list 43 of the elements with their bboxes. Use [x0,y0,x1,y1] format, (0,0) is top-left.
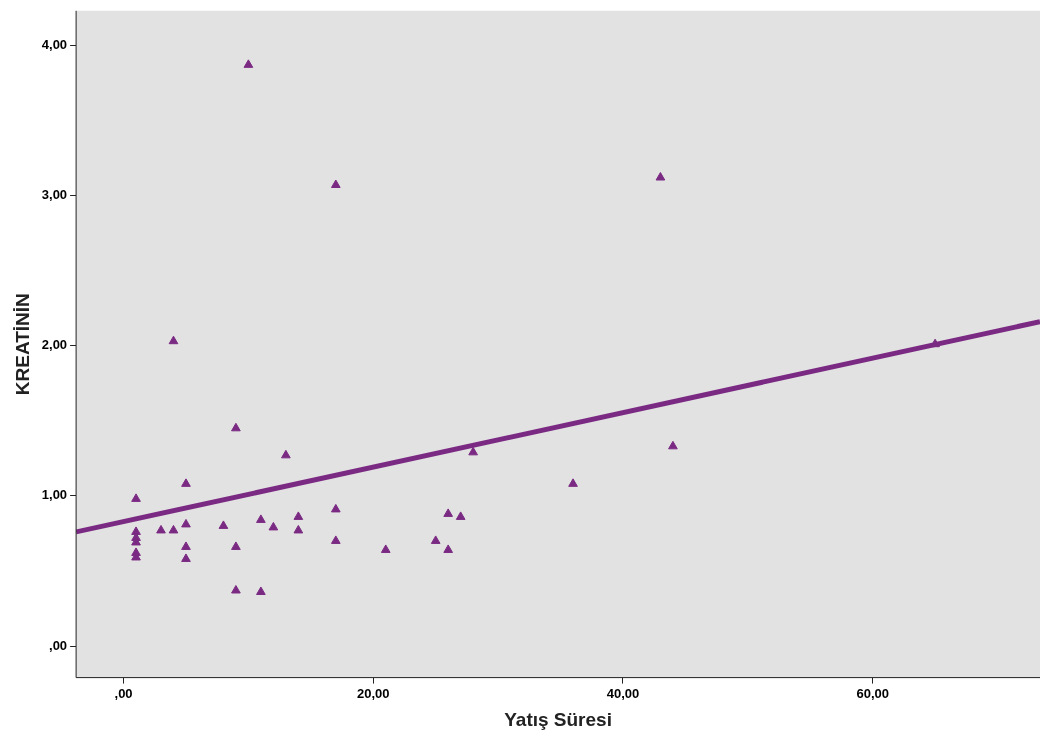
point [443,544,454,553]
point [156,524,166,534]
point [256,586,266,595]
point [268,521,279,531]
point [131,493,141,502]
point [168,524,179,534]
point [181,518,191,528]
point [231,541,241,550]
point [655,172,666,181]
point [293,524,304,534]
point [231,422,241,432]
x-tick-label: 60,00 [856,685,889,701]
x-axis-title: Yatış Süresi [504,708,612,730]
point [218,520,229,529]
y-tick-label: 3,00 [41,187,68,203]
y-tick-label: 4,00 [41,36,68,52]
point [330,179,341,189]
point [443,508,454,517]
point [168,335,179,345]
point [468,446,478,456]
point [181,478,191,487]
point [243,59,254,68]
x-tick-label: 40,00 [606,685,640,701]
point [330,535,341,544]
y-tick-label: 2,00 [41,337,68,353]
point [256,514,266,523]
point [668,440,678,450]
point [330,503,341,513]
point [181,541,191,550]
point [293,511,304,520]
point [281,449,291,459]
y-axis-title: KREATİNİN [11,293,33,396]
x-tick-label: ,00 [114,685,133,701]
point [231,585,241,594]
point [455,511,466,520]
x-tick-label: 20,00 [356,685,390,701]
point [568,478,578,487]
point [181,553,191,562]
point [380,544,391,553]
point [930,338,940,348]
point [430,535,441,544]
y-tick-label: 1,00 [41,487,68,503]
y-tick-label: ,00 [49,637,68,653]
